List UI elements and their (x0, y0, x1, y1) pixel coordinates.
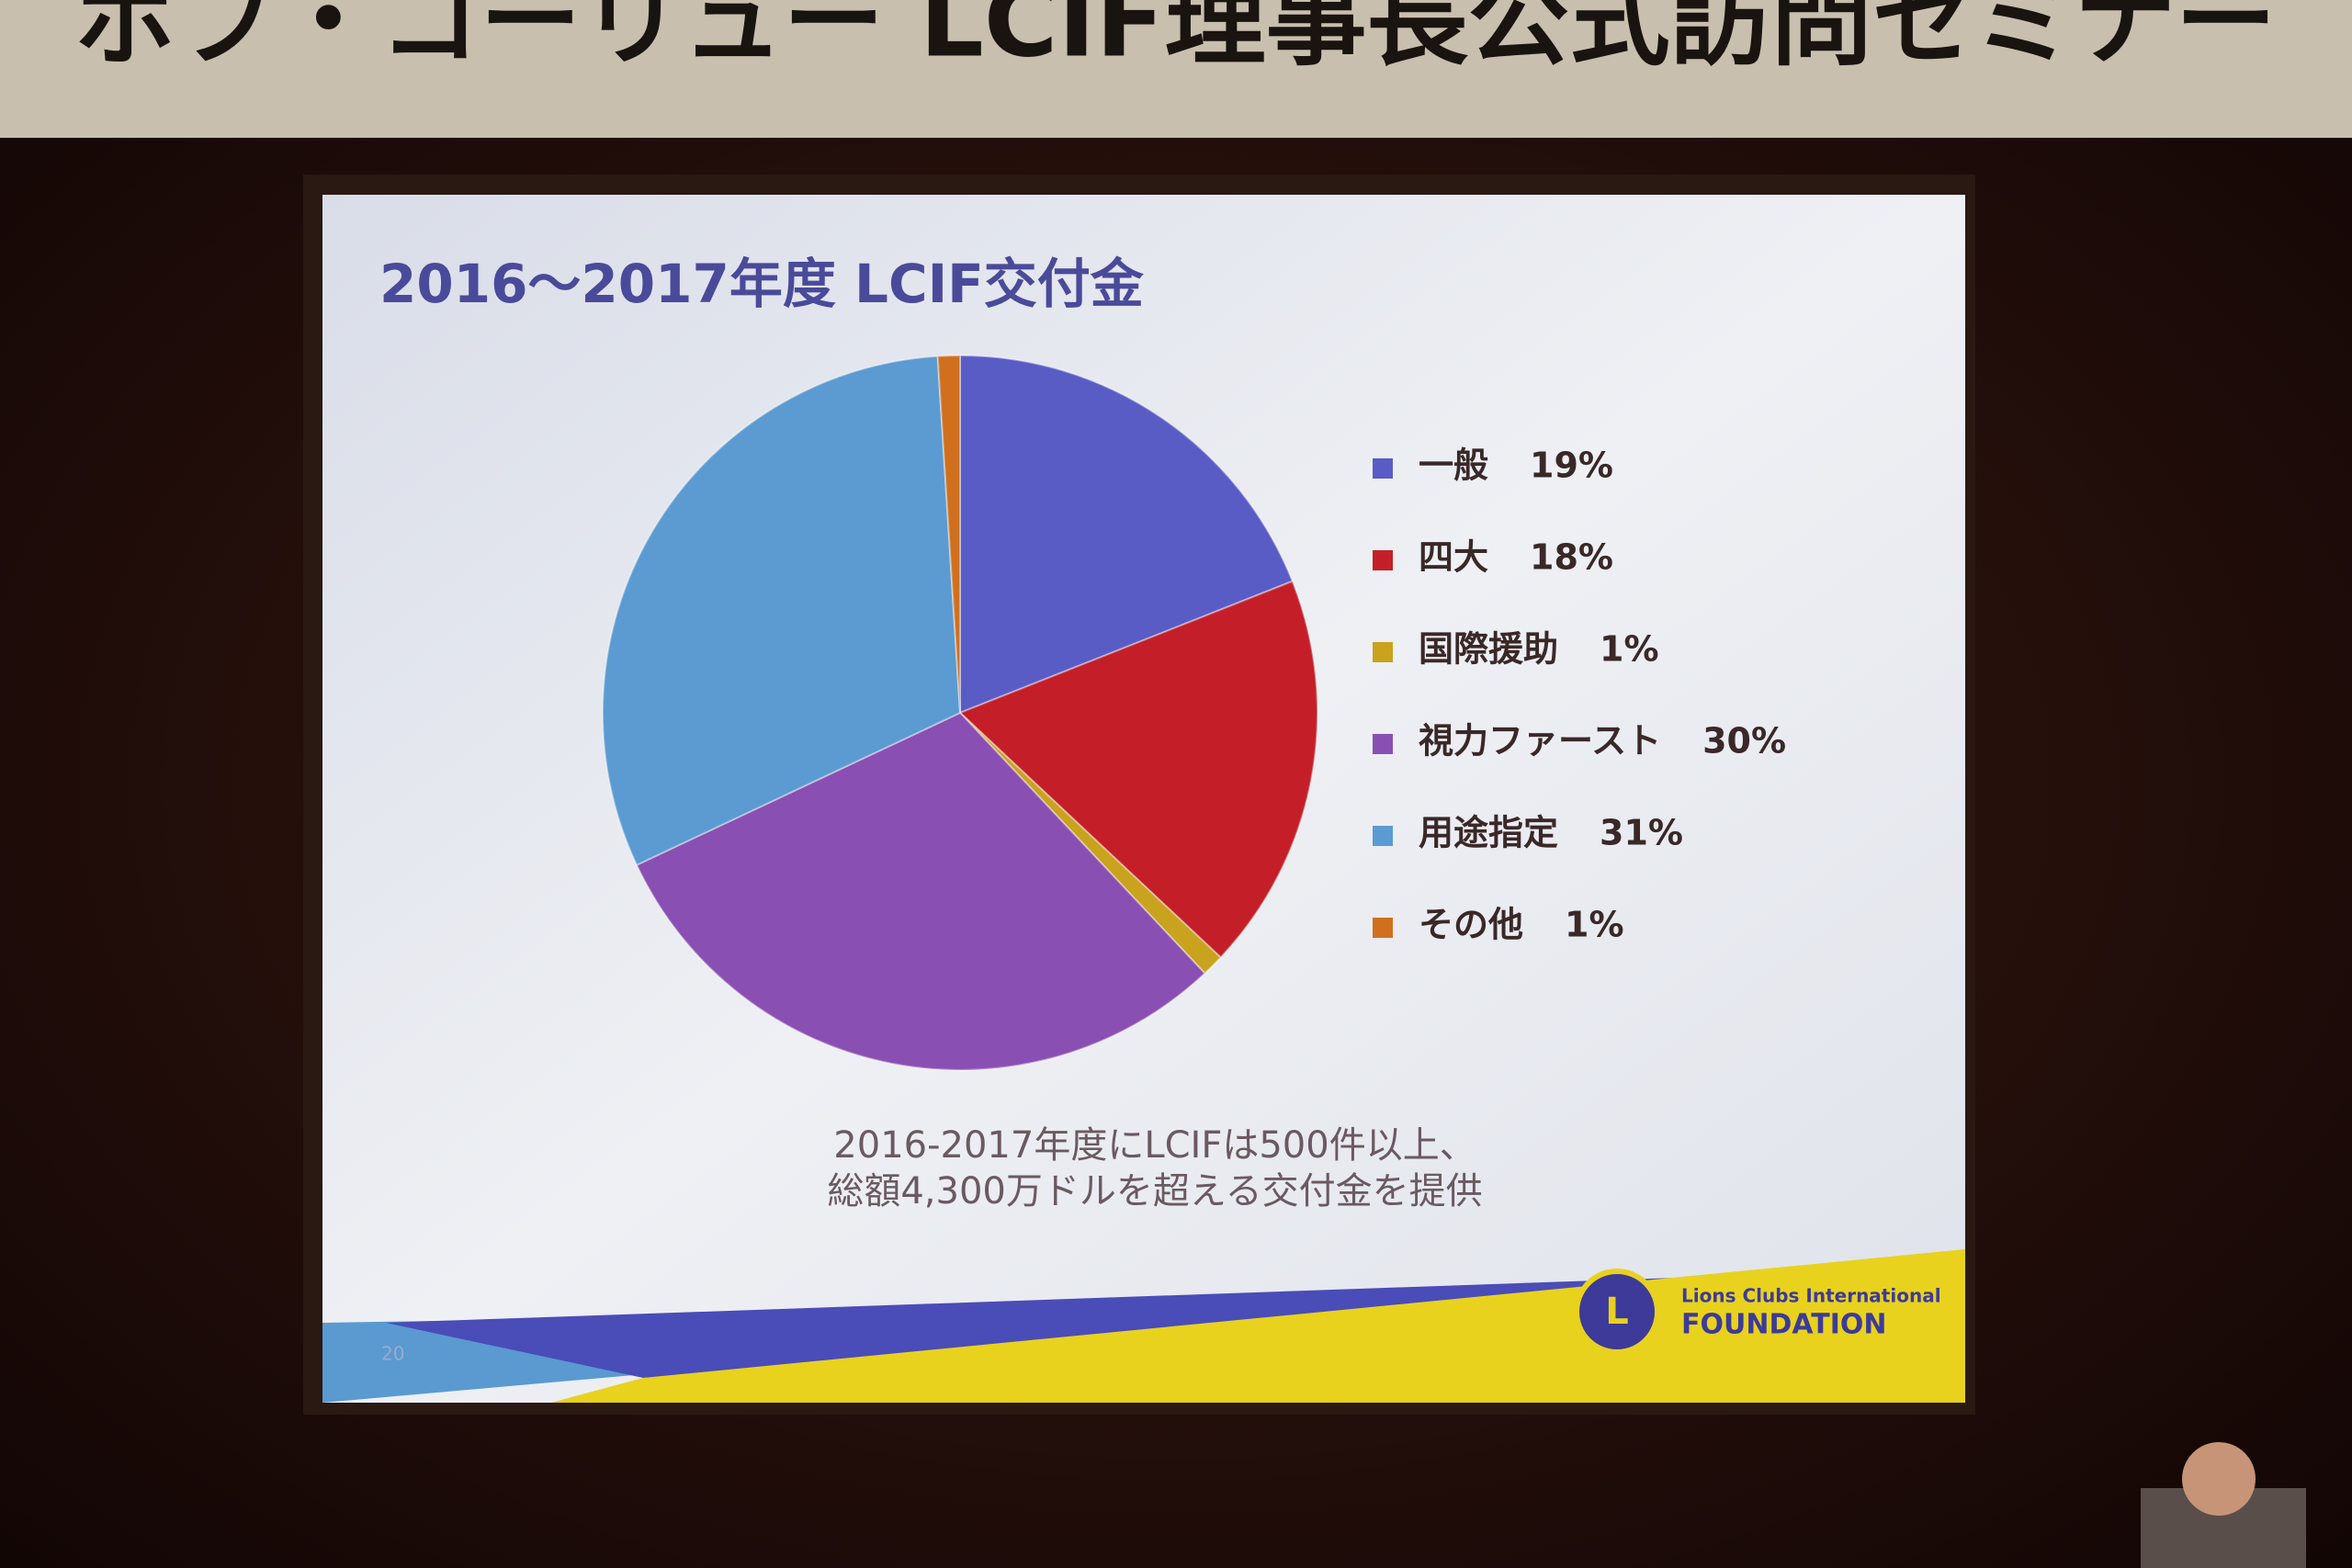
pie-slice (958, 580, 1318, 959)
legend-value: 30% (1702, 721, 1786, 761)
pie-slice (936, 354, 961, 714)
logo-letter: L (1605, 1291, 1629, 1333)
banner (0, 0, 2352, 138)
legend-value: 19% (1530, 446, 1613, 486)
pie-slice (635, 711, 1206, 1072)
chart-note: 2016-2017年度にLCIFは500件以上、 (833, 1124, 1476, 1167)
speaker-head (2182, 1442, 2256, 1516)
legend-swatch (1373, 734, 1393, 754)
logo-text: FOUNDATION (1681, 1309, 1887, 1341)
legend-value: 1% (1565, 905, 1624, 945)
slide-number: 20 (381, 1343, 404, 1365)
legend-swatch (1373, 642, 1393, 662)
legend-label: 用途指定 (1419, 813, 1558, 853)
legend-value: 31% (1600, 813, 1683, 853)
pie-slice (959, 354, 1294, 715)
legend-value: 18% (1530, 537, 1613, 578)
legend-label: その他 (1419, 905, 1523, 945)
banner-title: ボブ・コーリュー LCIF理事長公式訪問セミナー (75, 0, 2276, 79)
legend-label: 国際援助 (1419, 629, 1558, 670)
legend-label: 視力ファースト (1419, 721, 1661, 761)
legend-swatch (1373, 550, 1393, 570)
pie-slice (602, 355, 962, 866)
legend-value: 1% (1600, 629, 1659, 670)
legend-label: 一般 (1419, 446, 1488, 486)
pie-slice (959, 712, 1222, 975)
legend-label: 四大 (1419, 537, 1488, 578)
logo-emblem (1574, 1269, 1660, 1355)
legend-swatch (1373, 826, 1393, 846)
legend-swatch (1373, 918, 1393, 938)
chart-title: 2016～2017年度 LCIF交付金 (379, 253, 1145, 315)
logo-text: Lions Clubs International (1681, 1285, 1941, 1307)
legend-swatch (1373, 458, 1393, 479)
chart-note: 総額4,300万ドルを超える交付金を提供 (827, 1170, 1482, 1213)
